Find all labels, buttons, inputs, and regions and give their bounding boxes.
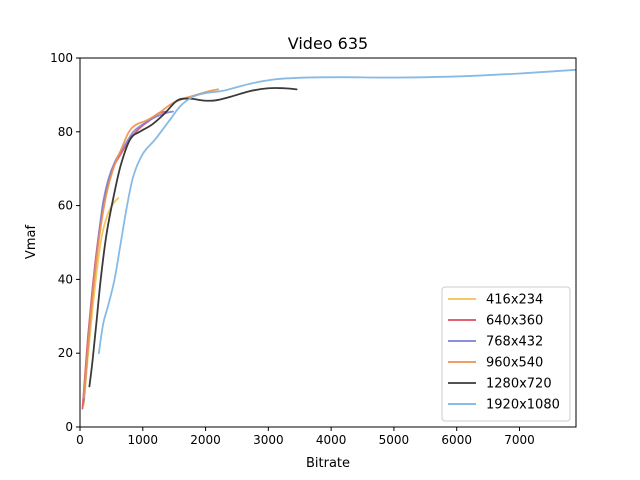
x-tick-label: 0 — [76, 433, 84, 447]
legend-label: 960x540 — [486, 356, 543, 371]
x-axis-ticks: 0 1000 2000 3000 4000 5000 6000 7000 — [76, 427, 535, 447]
x-tick-label: 3000 — [253, 433, 284, 447]
x-tick-label: 1000 — [128, 433, 159, 447]
legend-label: 1280x720 — [486, 377, 552, 392]
y-tick-label: 60 — [58, 199, 73, 213]
x-tick-label: 6000 — [441, 433, 472, 447]
x-tick-label: 7000 — [504, 433, 535, 447]
chart-title: Video 635 — [288, 34, 368, 53]
series-line-1280x720 — [88, 87, 298, 388]
series-line-640x360 — [81, 110, 168, 410]
y-tick-label: 0 — [65, 420, 73, 434]
x-tick-label: 5000 — [379, 433, 410, 447]
y-tick-label: 20 — [58, 346, 73, 360]
legend-label: 416x234 — [486, 293, 543, 308]
series-line-960x540 — [82, 88, 220, 399]
series-layer — [81, 68, 576, 410]
x-axis-label: Bitrate — [306, 456, 350, 471]
y-tick-label: 100 — [50, 51, 73, 65]
y-tick-label: 80 — [58, 125, 73, 139]
y-axis-ticks: 0 20 40 60 80 100 — [50, 51, 80, 434]
y-tick-label: 40 — [58, 272, 73, 286]
legend-label: 768x432 — [486, 335, 543, 350]
series-line-1920x1080 — [97, 68, 576, 355]
plot-frame — [79, 57, 577, 428]
x-tick-label: 2000 — [190, 433, 221, 447]
x-tick-label: 4000 — [316, 433, 347, 447]
legend: 416x234 640x360 768x432 960x540 1280x720 1920… — [441, 286, 571, 422]
y-axis-label: Vmaf — [24, 225, 39, 260]
legend-label: 1920x1080 — [486, 398, 560, 413]
legend-label: 640x360 — [486, 314, 543, 329]
